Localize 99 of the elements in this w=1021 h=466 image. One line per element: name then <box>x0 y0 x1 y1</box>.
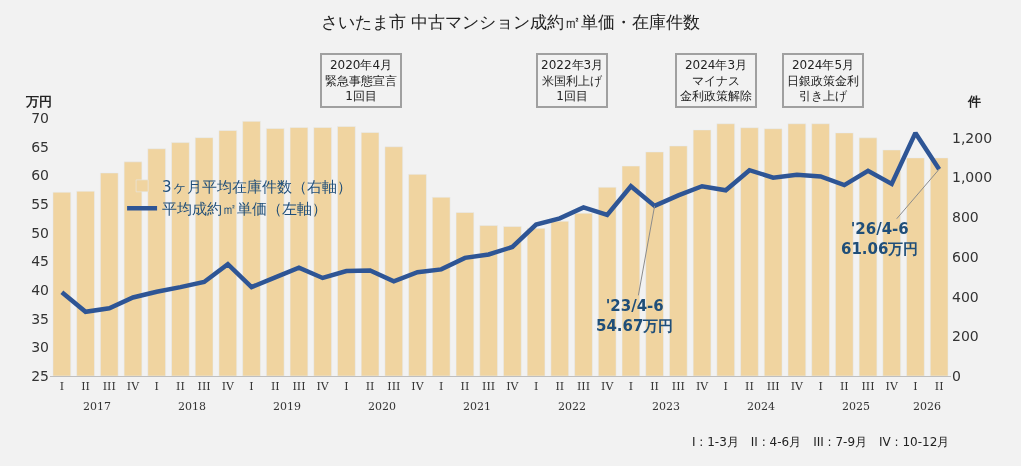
text: I : 1-3月 II : 4-6月 III : 7-9月 IV : 10-12月 <box>692 435 950 449</box>
y-tick-label: 35 <box>31 310 49 327</box>
y-tick-label: 45 <box>31 253 49 270</box>
x-tick-label: II <box>176 380 185 394</box>
y-tick-label: 65 <box>31 138 49 155</box>
text: 2019 <box>273 400 301 413</box>
x-tick-label: III <box>576 380 591 394</box>
text: 2024年5月日銀政策金利引き上げ <box>787 58 859 104</box>
y2-axis-title: 件 <box>967 94 981 109</box>
text: 2025 <box>842 400 870 413</box>
bar <box>432 196 451 376</box>
x-tick-label: I <box>344 380 349 394</box>
x-tick-label: I <box>723 380 728 394</box>
text: 2018 <box>178 400 206 413</box>
y-tick-label: 30 <box>31 339 49 356</box>
legend-label: 3ヶ月平均在庫件数（右軸） <box>162 177 352 196</box>
x-tick-label: IV <box>506 380 520 394</box>
x-tick-label: I <box>154 380 159 394</box>
bar <box>360 132 380 376</box>
text: 2021 <box>463 400 491 413</box>
bar <box>100 172 119 376</box>
x-tick-label: II <box>839 380 849 394</box>
x-tick-label: II <box>934 380 944 394</box>
bar <box>550 220 569 376</box>
x-tick-label: IV <box>790 380 805 394</box>
bar <box>526 228 546 376</box>
bar <box>811 123 830 376</box>
y2-tick-label: 1,200 <box>952 129 993 146</box>
x-tick-label: IV <box>601 380 615 394</box>
legend-label: 平均成約㎡単価（左軸） <box>162 200 328 219</box>
x-tick-label: II <box>365 380 375 394</box>
x-tick-label: I <box>533 380 539 394</box>
x-tick-label: IV <box>695 380 710 394</box>
y-tick-label: 55 <box>31 195 49 212</box>
y-axis-title: 万円 <box>25 94 52 109</box>
text: 2022年3月米国利上げ1回目 <box>541 58 604 104</box>
bar <box>692 129 712 376</box>
text: 2024 <box>747 400 775 413</box>
bar <box>716 123 735 376</box>
bar <box>764 128 783 376</box>
x-tick-label: I <box>818 380 823 394</box>
bar <box>740 127 759 376</box>
y2-tick-label: 200 <box>952 328 979 345</box>
y2-tick-label: 800 <box>952 209 979 226</box>
x-tick-label: I <box>439 380 444 394</box>
text: 2024年3月マイナス金利政策解除 <box>680 58 752 104</box>
chart-title: さいたま市 中古マンション成約㎡単価・在庫件数 <box>320 12 701 33</box>
y-tick-label: 40 <box>31 281 49 298</box>
x-tick-label: III <box>197 380 211 394</box>
x-tick-label: III <box>766 380 780 394</box>
text: 2022 <box>558 400 586 413</box>
x-tick-label: III <box>102 380 116 394</box>
bar <box>384 146 403 376</box>
bar <box>787 123 807 376</box>
x-tick-label: I <box>59 380 65 394</box>
x-tick-label: II <box>270 380 280 394</box>
x-tick-label: IV <box>316 380 330 394</box>
bar <box>574 213 593 376</box>
x-tick-label: II <box>745 380 754 394</box>
text: 2017 <box>83 400 111 413</box>
bar <box>479 225 498 376</box>
y2-tick-label: 400 <box>952 288 979 305</box>
text: 2026 <box>913 400 941 413</box>
x-tick-label: III <box>861 380 875 394</box>
x-tick-label: III <box>387 380 401 394</box>
line-series <box>59 130 942 315</box>
x-tick-label: II <box>650 380 659 394</box>
bar <box>503 226 522 376</box>
x-tick-label: I <box>628 380 634 394</box>
y2-tick-label: 1,000 <box>952 169 993 186</box>
y2-tick-label: 600 <box>952 248 979 265</box>
x-tick-label: IV <box>221 380 236 394</box>
x-tick-label: IV <box>411 380 425 394</box>
data-label: '26/4-6 61.06万円 <box>841 220 919 258</box>
x-tick-label: III <box>671 380 685 394</box>
x-tick-label: IV <box>885 380 899 394</box>
y-tick-label: 25 <box>31 367 49 384</box>
x-tick-label: I <box>913 380 918 394</box>
bar <box>52 191 71 376</box>
bar <box>455 212 475 376</box>
text: 2020 <box>368 400 396 413</box>
y2-tick-label: 0 <box>952 367 961 384</box>
y-tick-label: 70 <box>31 109 49 126</box>
bar <box>76 190 95 376</box>
x-tick-label: IV <box>126 380 141 394</box>
x-tick-label: II <box>555 380 565 394</box>
x-tick-label: I <box>249 380 254 394</box>
x-tick-label: II <box>460 380 470 394</box>
data-label: '23/4-6 54.67万円 <box>596 297 674 335</box>
y-tick-label: 50 <box>31 224 49 241</box>
bar <box>408 174 427 376</box>
y-tick-label: 60 <box>31 167 49 184</box>
x-tick-label: III <box>292 380 306 394</box>
text: 2020年4月緊急事態宣言1回目 <box>325 58 397 104</box>
x-tick-label: II <box>81 380 90 394</box>
x-tick-label: III <box>482 380 496 394</box>
bar <box>930 157 949 376</box>
text: 2023 <box>652 400 680 413</box>
bar <box>337 126 356 376</box>
